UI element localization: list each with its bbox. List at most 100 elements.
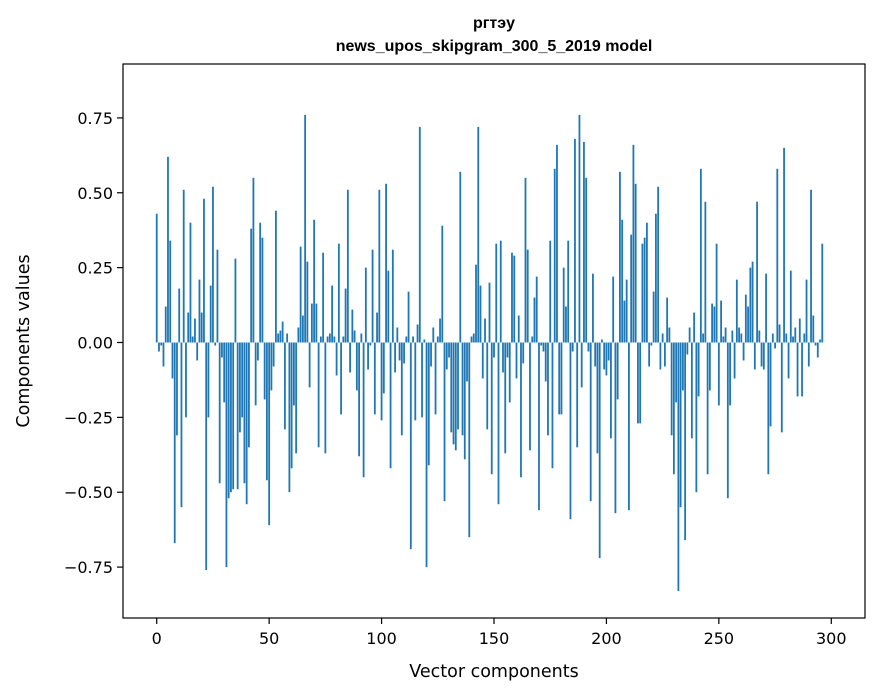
bar <box>209 285 212 343</box>
bar <box>663 342 666 367</box>
bar <box>207 342 210 418</box>
x-tick-label: 0 <box>152 629 162 648</box>
x-tick-label: 50 <box>259 629 279 648</box>
bar <box>335 342 338 376</box>
bar <box>762 342 765 370</box>
y-axis-ticks: 0.75 0.50 0.25 0.00 −0.25 −0.50 −0.75 <box>64 109 123 577</box>
bar <box>560 342 563 415</box>
bar <box>259 222 262 343</box>
bar <box>203 198 205 343</box>
bar <box>470 336 473 343</box>
bar <box>346 189 349 343</box>
bar <box>299 246 302 343</box>
bar <box>641 243 644 343</box>
bar <box>189 222 192 343</box>
bar <box>216 249 219 343</box>
bar <box>639 342 642 424</box>
bar <box>576 342 579 448</box>
bar <box>695 342 698 493</box>
bar <box>409 342 412 550</box>
x-tick-label: 200 <box>591 629 622 648</box>
bar <box>735 279 738 343</box>
chart-title: ргтэу <box>473 15 515 32</box>
bar <box>337 243 340 343</box>
bar <box>279 330 282 343</box>
bar <box>439 318 441 343</box>
bar <box>407 291 410 343</box>
bar <box>619 171 621 343</box>
bar <box>699 168 702 343</box>
bar <box>681 342 684 391</box>
bar <box>708 342 711 391</box>
bar <box>180 342 183 508</box>
bar <box>565 306 567 343</box>
bar <box>702 333 705 343</box>
bar <box>243 342 246 484</box>
bar <box>670 342 673 436</box>
bar <box>423 339 426 343</box>
bar <box>328 333 331 343</box>
bar <box>744 294 747 343</box>
chart-subtitle: news_upos_skipgram_300_5_2019 model <box>336 38 653 55</box>
bar <box>574 138 576 343</box>
bar <box>524 177 527 343</box>
bar <box>232 342 235 490</box>
bar <box>227 342 230 499</box>
bar <box>373 342 376 415</box>
bar <box>780 342 783 433</box>
bar <box>583 141 585 343</box>
bar <box>580 342 583 388</box>
bar <box>814 342 817 346</box>
bar <box>526 249 529 343</box>
bar <box>511 252 513 343</box>
bar <box>657 186 660 343</box>
y-tick-label: −0.25 <box>64 408 113 427</box>
bar <box>234 258 237 343</box>
y-axis-label: Components values <box>14 254 34 427</box>
bar <box>801 342 803 397</box>
bar <box>722 336 725 343</box>
bar <box>443 342 446 502</box>
bar <box>391 249 394 343</box>
bar <box>261 237 264 343</box>
bar <box>625 279 628 343</box>
bar <box>353 330 356 343</box>
bar <box>729 342 731 406</box>
bar <box>769 342 772 427</box>
bar <box>297 327 300 343</box>
bar <box>774 342 776 349</box>
bar <box>295 342 298 454</box>
bar <box>418 126 421 343</box>
bar <box>558 342 561 415</box>
bar <box>605 342 608 376</box>
bar <box>218 342 221 484</box>
bar <box>711 303 713 343</box>
bar <box>380 342 383 421</box>
bar <box>646 222 648 343</box>
bar <box>414 342 417 421</box>
bar <box>715 243 718 343</box>
bar <box>445 342 448 370</box>
bar <box>430 342 432 367</box>
bar <box>304 114 307 343</box>
bar <box>556 144 558 343</box>
bar <box>789 270 792 343</box>
bar <box>499 240 502 343</box>
bar <box>810 189 812 343</box>
bar <box>567 240 570 343</box>
bar <box>394 342 396 373</box>
x-tick-label: 100 <box>366 629 397 648</box>
bar <box>387 270 390 343</box>
bar <box>355 342 358 391</box>
bar <box>382 342 385 394</box>
bar <box>740 333 743 343</box>
bar <box>250 228 253 343</box>
bar <box>634 183 637 343</box>
bar <box>268 342 271 526</box>
bar <box>720 300 722 343</box>
bar <box>275 210 277 343</box>
x-tick-label: 250 <box>704 629 735 648</box>
bar <box>317 342 320 448</box>
bar <box>549 240 552 343</box>
bar <box>254 342 257 406</box>
